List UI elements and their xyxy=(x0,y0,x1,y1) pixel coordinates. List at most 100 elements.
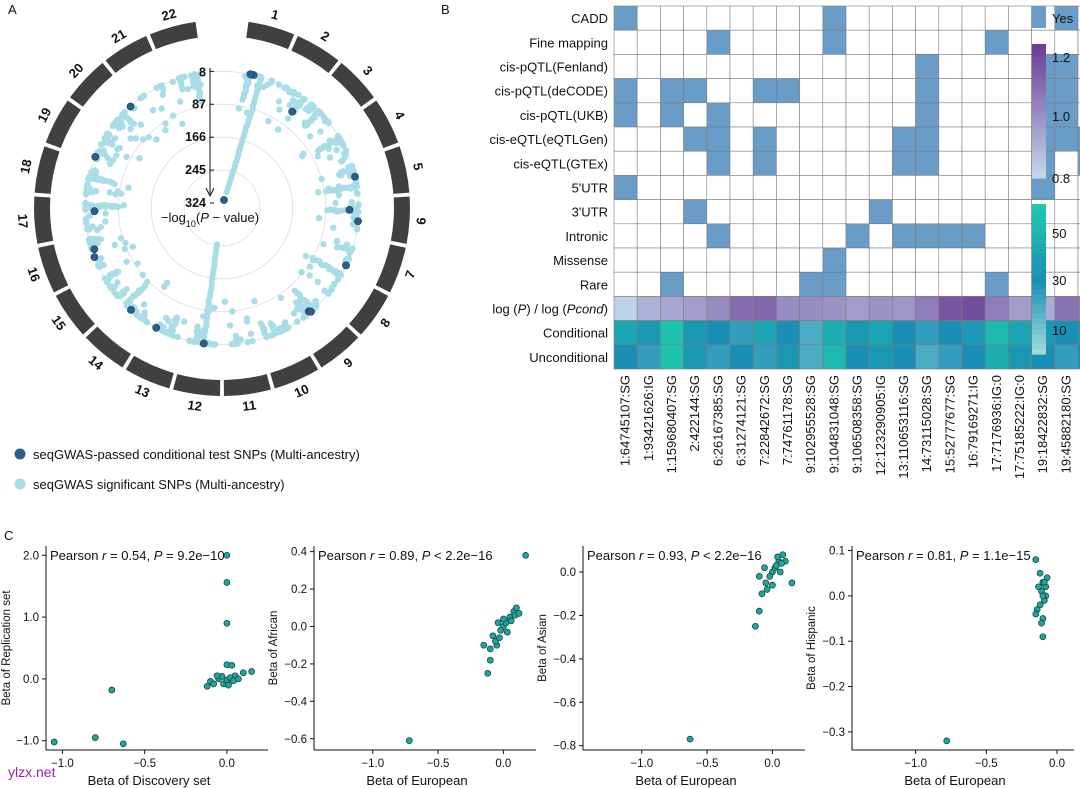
pvalue-colorbar-step xyxy=(1032,279,1046,285)
heatmap-column-label: 9:104831048:SG xyxy=(826,375,841,473)
significant-snp-point xyxy=(98,236,104,243)
significant-snp-point xyxy=(306,133,314,140)
significant-snp-point xyxy=(239,96,246,103)
x-tick-label: −0.5 xyxy=(133,758,156,770)
ratio-colorbar-step xyxy=(1032,164,1046,170)
ratio-colorbar-step xyxy=(1032,160,1046,166)
heatmap-cell xyxy=(636,5,661,31)
heatmap-cell xyxy=(752,175,777,200)
significant-snp-point xyxy=(127,125,134,133)
x-axis-title: Beta of European xyxy=(366,773,467,788)
heatmap-cell xyxy=(729,102,754,128)
heatmap-cell xyxy=(845,344,870,370)
significant-snp-point xyxy=(144,319,151,326)
heatmap-cell xyxy=(845,126,870,152)
heatmap-cell xyxy=(613,247,638,273)
heatmap-cell xyxy=(706,296,731,321)
conditional-snp-point xyxy=(199,339,208,348)
significant-snp-point xyxy=(184,85,192,93)
significant-snp-point xyxy=(221,298,229,305)
heatmap-cell xyxy=(636,102,661,128)
heatmap-cell xyxy=(799,271,824,297)
ratio-colorbar-step xyxy=(1032,142,1046,148)
x-tick-label: −0.5 xyxy=(696,758,719,770)
heatmap-cell xyxy=(892,54,916,79)
x-axis-title: Beta of European xyxy=(635,773,736,788)
scatter-point xyxy=(119,740,127,748)
significant-snp-point xyxy=(333,146,340,154)
scatter-point xyxy=(762,579,770,587)
y-tick-label: 1.0 xyxy=(23,612,39,624)
y-axis-title: Beta of Replication set xyxy=(1,590,13,706)
heatmap-cell xyxy=(822,223,847,249)
significant-snp-point xyxy=(129,243,136,250)
heatmap-cell xyxy=(613,344,638,370)
heatmap-row-label: Rare xyxy=(580,277,608,292)
heatmap-cell xyxy=(1008,150,1032,176)
scatter-point xyxy=(108,686,116,694)
significant-snp-point xyxy=(134,260,141,267)
panel-c-label: C xyxy=(4,528,13,543)
heatmap-cell xyxy=(868,126,893,152)
heatmap-cell xyxy=(961,296,986,321)
significant-snp-point xyxy=(194,323,201,330)
heatmap-cell xyxy=(799,102,824,128)
heatmap-cell xyxy=(915,126,940,152)
heatmap-column-label: 19:45882180:SG xyxy=(1058,375,1073,473)
heatmap-cell xyxy=(1054,296,1079,321)
heatmap-cell xyxy=(845,175,870,200)
heatmap-cell xyxy=(729,175,754,200)
significant-snp-point xyxy=(249,337,256,345)
scatter-point xyxy=(515,610,523,617)
scatter-point xyxy=(943,737,951,745)
heatmap-row-label: Conditional xyxy=(543,326,608,341)
significant-snp-point xyxy=(160,87,167,94)
significant-snp-point xyxy=(330,281,338,288)
heatmap-column-label: 6:26167385:SG xyxy=(710,375,725,466)
heatmap-cell xyxy=(892,223,916,249)
heatmap-row-label: cis-pQTL(Fenland) xyxy=(500,60,608,75)
legend-label: seqGWAS significant SNPs (Multi-ancestry… xyxy=(33,477,285,492)
heatmap-row-label: Fine mapping xyxy=(529,35,608,50)
significant-snp-point xyxy=(244,339,251,346)
heatmap-cell xyxy=(915,5,940,31)
heatmap-row-label: Missense xyxy=(553,253,608,268)
heatmap-cell xyxy=(961,102,986,128)
pvalue-colorbar-step xyxy=(1032,244,1046,250)
heatmap-cell xyxy=(892,5,916,31)
heatmap-cell xyxy=(938,199,963,225)
conditional-snp-point xyxy=(90,245,99,254)
chromosome-segment-2 xyxy=(291,35,339,73)
significant-snp-point xyxy=(290,90,297,97)
chromosome-label-1: 1 xyxy=(270,6,281,22)
significant-snp-point xyxy=(354,190,361,197)
ratio-colorbar-step xyxy=(1032,88,1046,94)
heatmap-cell xyxy=(660,247,684,273)
heatmap-cell xyxy=(938,150,963,176)
scatter-point xyxy=(774,553,781,561)
significant-snp-point xyxy=(106,189,113,196)
pvalue-colorbar-step xyxy=(1032,274,1046,280)
pvalue-colorbar-step xyxy=(1032,269,1046,275)
chromosome-label-10: 10 xyxy=(292,381,311,401)
heatmap-cell xyxy=(613,29,638,55)
pvalue-colorbar-step xyxy=(1032,289,1046,295)
heatmap-cell xyxy=(776,102,800,128)
heatmap-cell xyxy=(845,296,870,321)
significant-snp-point xyxy=(348,200,355,208)
heatmap-cell xyxy=(706,271,731,297)
heatmap-cell xyxy=(822,320,847,346)
scatter-point xyxy=(223,579,231,586)
heatmap-cell xyxy=(961,271,986,297)
heatmap-cell xyxy=(822,126,847,152)
pearson-annotation: Pearson r = 0.93, P < 2.2e−16 xyxy=(587,548,762,563)
pvalue-colorbar-step xyxy=(1032,219,1046,225)
heatmap-cell xyxy=(892,126,916,152)
significant-snp-point xyxy=(115,203,122,210)
heatmap-cell xyxy=(636,126,661,152)
heatmap-cell xyxy=(776,5,800,31)
scatter-point xyxy=(513,604,520,612)
heatmap-cell xyxy=(683,344,708,370)
heatmap-cell xyxy=(822,247,847,273)
significant-snp-point xyxy=(309,254,316,261)
